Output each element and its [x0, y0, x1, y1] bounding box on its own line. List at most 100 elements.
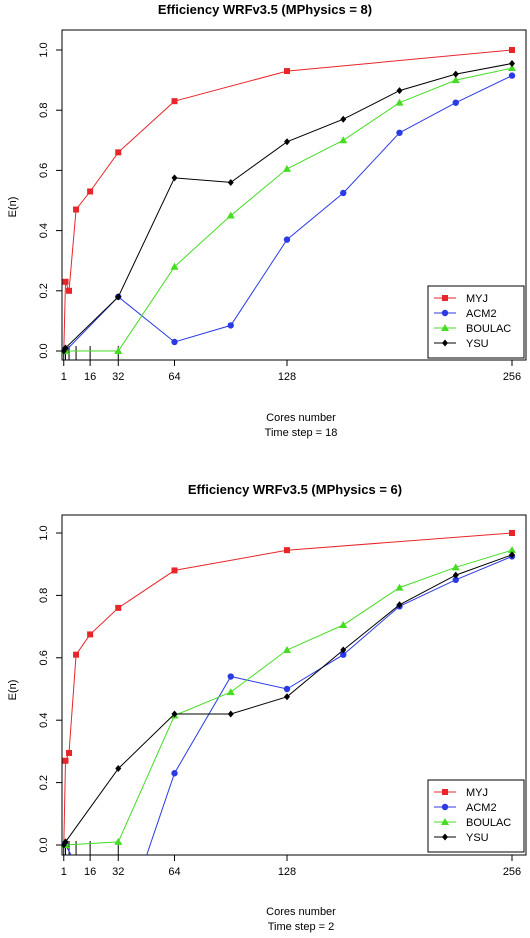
series-line-boulac — [63, 549, 513, 846]
data-point-ysu — [62, 344, 69, 352]
legend-label-boulac: BOULAC — [466, 323, 511, 335]
data-point-ysu — [452, 571, 459, 579]
data-point-boulac — [451, 563, 460, 571]
data-point-ysu — [115, 293, 122, 301]
data-point-myj — [115, 604, 122, 611]
chart-1-y-axis-label: E(n) — [7, 197, 19, 218]
data-point-boulac — [170, 262, 179, 270]
data-point-boulac — [339, 136, 348, 144]
legend-label-myj: MYJ — [466, 293, 488, 305]
legend-label-ysu: YSU — [466, 832, 489, 844]
series-line-acm2 — [63, 555, 513, 855]
chart-1-title: Efficiency WRFv3.5 (MPhysics = 8) — [158, 2, 372, 17]
legend-swatch-marker — [441, 324, 449, 331]
data-point-myj — [87, 188, 94, 195]
y-tick-label: 0.4 — [38, 713, 50, 728]
x-tick-label: 16 — [84, 371, 96, 383]
y-tick-label: 0.0 — [38, 343, 50, 358]
data-point-myj — [171, 98, 178, 105]
data-point-boulac — [226, 688, 235, 696]
data-point-boulac — [508, 64, 516, 72]
data-point-boulac — [395, 583, 404, 591]
x-tick-label: 128 — [278, 866, 296, 878]
data-point-myj — [66, 287, 73, 294]
data-point-acm2 — [283, 236, 291, 243]
chart-2-plot-frame — [61, 514, 527, 856]
x-tick-label: 1 — [61, 866, 67, 878]
x-tick-label: 1 — [61, 371, 67, 383]
legend-label-myj: MYJ — [466, 787, 488, 799]
data-point-acm2 — [340, 189, 347, 197]
chart-1-legend: MYJ ACM2 BOULAC YSU — [427, 285, 525, 359]
data-point-myj — [509, 47, 515, 53]
data-point-myj — [73, 206, 80, 213]
data-point-ysu — [284, 138, 290, 146]
legend-swatch-marker — [441, 309, 449, 317]
data-point-ysu — [171, 174, 178, 182]
data-point-boulac — [451, 76, 460, 84]
data-point-acm2 — [452, 99, 459, 106]
legend-swatch-marker — [442, 789, 448, 795]
legend-label-acm2: ACM2 — [466, 802, 497, 814]
x-tick-label: 64 — [168, 866, 180, 878]
chart-2-y-axis-label: E(n) — [7, 680, 19, 701]
data-point-boulac — [283, 646, 291, 653]
data-point-ysu — [340, 115, 347, 123]
chart-2-x-axis-sublabel: Time step = 2 — [268, 921, 335, 933]
data-point-acm2 — [171, 338, 178, 346]
data-point-acm2 — [227, 322, 234, 329]
x-tick-label: 64 — [168, 371, 180, 383]
data-point-acm2 — [227, 673, 234, 680]
chart-2-legend: MYJ ACM2 BOULAC YSU — [427, 779, 525, 853]
data-point-myj — [66, 749, 73, 756]
legend-swatch-marker — [442, 295, 448, 301]
data-point-ysu — [509, 551, 515, 559]
x-tick-label: 128 — [278, 371, 296, 383]
data-point-acm2 — [508, 72, 516, 79]
data-point-ysu — [509, 60, 515, 68]
data-point-myj — [284, 547, 290, 554]
series-line-ysu — [63, 554, 513, 846]
data-point-boulac — [283, 164, 291, 172]
data-point-ysu — [340, 646, 347, 654]
y-tick-label: 0.6 — [38, 163, 50, 178]
data-point-ysu — [284, 693, 290, 701]
data-point-acm2 — [452, 576, 459, 583]
legend-label-boulac: BOULAC — [466, 817, 511, 829]
x-tick-label: 256 — [503, 866, 521, 878]
y-tick-label: 0.8 — [38, 588, 50, 603]
data-point-boulac — [114, 347, 123, 354]
data-point-acm2 — [171, 770, 178, 777]
chart-2-title: Efficiency WRFv3.5 (MPhysics = 6) — [188, 482, 402, 497]
data-point-acm2 — [283, 685, 291, 693]
data-point-myj — [62, 278, 69, 285]
legend-swatch-marker — [442, 833, 448, 841]
data-point-ysu — [62, 841, 67, 849]
data-point-myj — [115, 149, 122, 156]
legend-label-acm2: ACM2 — [466, 308, 497, 320]
data-point-boulac — [508, 546, 516, 554]
legend-swatch-marker — [442, 339, 448, 347]
data-point-myj — [62, 757, 69, 764]
data-point-boulac — [395, 98, 404, 106]
series-line-boulac — [63, 67, 513, 352]
data-point-acm2 — [340, 651, 347, 658]
y-tick-label: 1.0 — [38, 525, 50, 540]
data-point-boulac — [114, 837, 123, 845]
data-point-myj — [87, 631, 94, 638]
y-tick-label: 0.6 — [38, 650, 50, 665]
series-line-acm2 — [63, 75, 513, 352]
data-point-boulac — [339, 621, 348, 629]
data-point-ysu — [396, 601, 403, 609]
data-point-ysu — [227, 710, 234, 718]
data-point-ysu — [62, 838, 69, 846]
y-tick-label: 0.2 — [38, 283, 50, 298]
data-point-myj — [284, 68, 290, 75]
data-point-myj — [73, 651, 80, 658]
chart-1-x-axis-label: Cores number — [266, 412, 336, 424]
data-point-ysu — [62, 347, 67, 355]
chart-1: Efficiency WRFv3.5 (MPhysics = 8) E(n) C… — [7, 2, 527, 439]
x-tick-label: 32 — [112, 866, 124, 878]
legend-swatch-marker — [441, 818, 449, 825]
